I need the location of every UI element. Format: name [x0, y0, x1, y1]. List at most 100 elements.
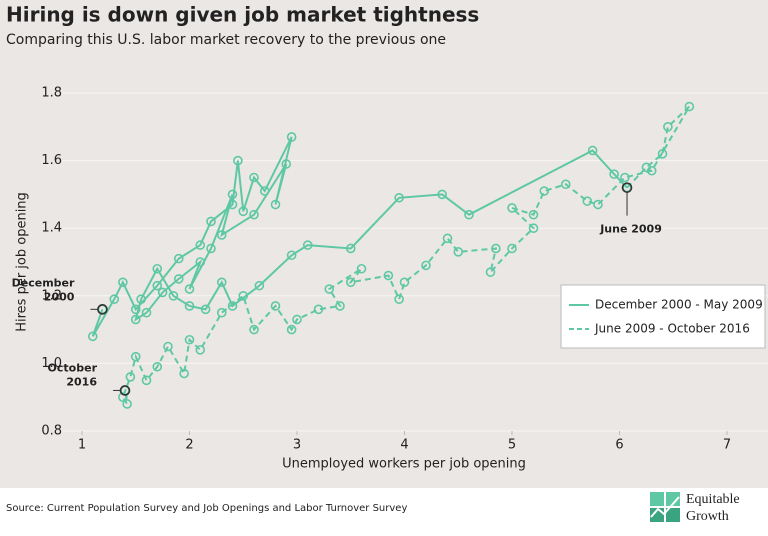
data-point [286, 250, 297, 261]
x-tick-label: 2 [185, 438, 193, 453]
data-point [453, 247, 464, 257]
y-tick-label: 1.0 [41, 356, 62, 371]
logo-block [666, 508, 680, 522]
legend-label: December 2000 - May 2009 [595, 298, 763, 312]
data-point [152, 361, 163, 372]
data-point [173, 253, 184, 264]
data-point [345, 243, 356, 254]
data-point [442, 233, 453, 244]
data-point [421, 260, 431, 271]
logo-block [666, 492, 680, 506]
data-point [394, 192, 404, 203]
data-point [528, 209, 539, 220]
data-point [249, 209, 259, 220]
data-point [184, 301, 195, 311]
data-point [646, 165, 657, 176]
data-point [491, 243, 501, 254]
data-point [609, 169, 619, 179]
logo-line [650, 496, 680, 518]
annotation-text: October [48, 361, 98, 374]
data-point [87, 331, 98, 342]
annotation-text: 2000 [44, 290, 75, 303]
data-point [238, 290, 249, 301]
data-point [206, 216, 216, 227]
data-point [657, 149, 668, 159]
data-point [249, 172, 259, 183]
data-point [130, 351, 141, 362]
logo-block [650, 492, 664, 506]
data-point [281, 159, 292, 169]
data-point [184, 334, 195, 345]
y-tick-label: 1.4 [41, 221, 62, 236]
x-tick-label: 7 [723, 438, 731, 453]
x-tick-label: 6 [615, 438, 623, 453]
annotation-marker [119, 385, 131, 396]
y-axis-label: Hires per job opening [15, 192, 30, 332]
data-point [216, 277, 227, 288]
data-point [216, 307, 227, 318]
data-point [286, 132, 297, 142]
data-point [130, 304, 141, 315]
data-point [270, 301, 281, 311]
data-point [507, 203, 517, 213]
chart-subtitle: Comparing this U.S. labor market recover… [6, 32, 446, 48]
data-point [179, 368, 189, 379]
data-point [125, 372, 136, 382]
annotation-marker [621, 182, 633, 193]
data-point [684, 101, 695, 112]
data-point [302, 240, 313, 250]
data-point [345, 277, 356, 288]
data-point [249, 324, 259, 335]
data-point [356, 263, 367, 274]
data-point [663, 122, 673, 132]
logo-text: Growth [686, 509, 729, 524]
data-point [324, 284, 335, 294]
annotation-marker [97, 304, 108, 315]
data-point [582, 196, 593, 206]
data-point [620, 172, 630, 183]
data-point [313, 304, 324, 315]
data-point [437, 189, 447, 200]
legend-label: June 2009 - October 2016 [594, 322, 750, 336]
data-point [109, 294, 120, 304]
data-point [593, 199, 603, 210]
data-point [560, 179, 571, 190]
data-point [152, 280, 163, 291]
data-point [195, 345, 206, 355]
data-point [118, 277, 128, 288]
y-tick-label: 0.8 [41, 424, 62, 439]
data-point [130, 314, 141, 325]
data-point [383, 270, 394, 281]
data-point [227, 199, 238, 210]
x-tick-label: 5 [508, 438, 516, 453]
data-point [206, 243, 216, 254]
data-point [195, 257, 206, 267]
y-tick-label: 1.2 [41, 288, 62, 303]
data-point [141, 375, 152, 386]
data-point [528, 223, 539, 233]
data-point [286, 324, 297, 335]
data-point [216, 230, 227, 240]
data-point [254, 280, 265, 291]
data-point [259, 186, 270, 196]
data-point [157, 287, 168, 298]
data-point [136, 294, 146, 304]
data-point [539, 186, 550, 196]
x-tick-label: 3 [293, 438, 301, 453]
data-point [233, 155, 243, 166]
data-point [464, 209, 474, 220]
data-point [238, 206, 249, 217]
data-point [168, 290, 179, 301]
annotation-text: 2016 [66, 375, 97, 388]
data-point [335, 301, 345, 311]
annotation-text: June 2009 [599, 223, 662, 236]
data-point [173, 274, 184, 284]
x-tick-label: 4 [400, 438, 408, 453]
x-tick-label: 1 [78, 438, 86, 453]
data-point [507, 243, 517, 254]
data-point [152, 263, 163, 274]
data-point [195, 240, 206, 250]
data-point [394, 294, 404, 304]
